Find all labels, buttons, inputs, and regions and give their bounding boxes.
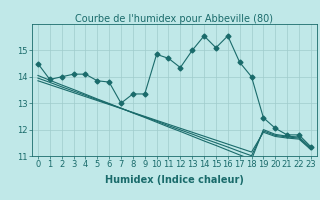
X-axis label: Humidex (Indice chaleur): Humidex (Indice chaleur) [105,175,244,185]
Title: Courbe de l'humidex pour Abbeville (80): Courbe de l'humidex pour Abbeville (80) [76,14,273,24]
